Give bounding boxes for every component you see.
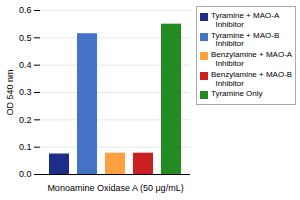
- svg-text:0.1: 0.1: [19, 142, 32, 152]
- svg-text:0.5: 0.5: [19, 33, 32, 43]
- html-text:Tyramine + MAO-A Inhibitor: Tyramine + MAO-A Inhibitor: [211, 11, 280, 29]
- svg-text:0.6: 0.6: [19, 5, 32, 15]
- html-text:Tyramine Only: Tyramine Only: [211, 89, 263, 99]
- svg-text:0.3: 0.3: [19, 87, 32, 97]
- html-text:Benzylamine + MAO-B Inhibitor: Benzylamine + MAO-B Inhibitor: [211, 69, 293, 88]
- svg-text:Monoamine Oxidase A (50 μg/mL): Monoamine Oxidase A (50 μg/mL): [47, 183, 183, 193]
- svg-text:0.0: 0.0: [19, 169, 32, 179]
- svg-text:0.2: 0.2: [19, 115, 32, 125]
- html-text:Benzylamine + MAO-A Inhibitor: Benzylamine + MAO-A Inhibitor: [211, 50, 293, 68]
- html-text:Tyramine + MAO-B Inhibitor: Tyramine + MAO-B Inhibitor: [211, 30, 280, 49]
- svg-text:0.4: 0.4: [19, 60, 32, 70]
- svg-text:OD 540 nm: OD 540 nm: [5, 69, 15, 115]
